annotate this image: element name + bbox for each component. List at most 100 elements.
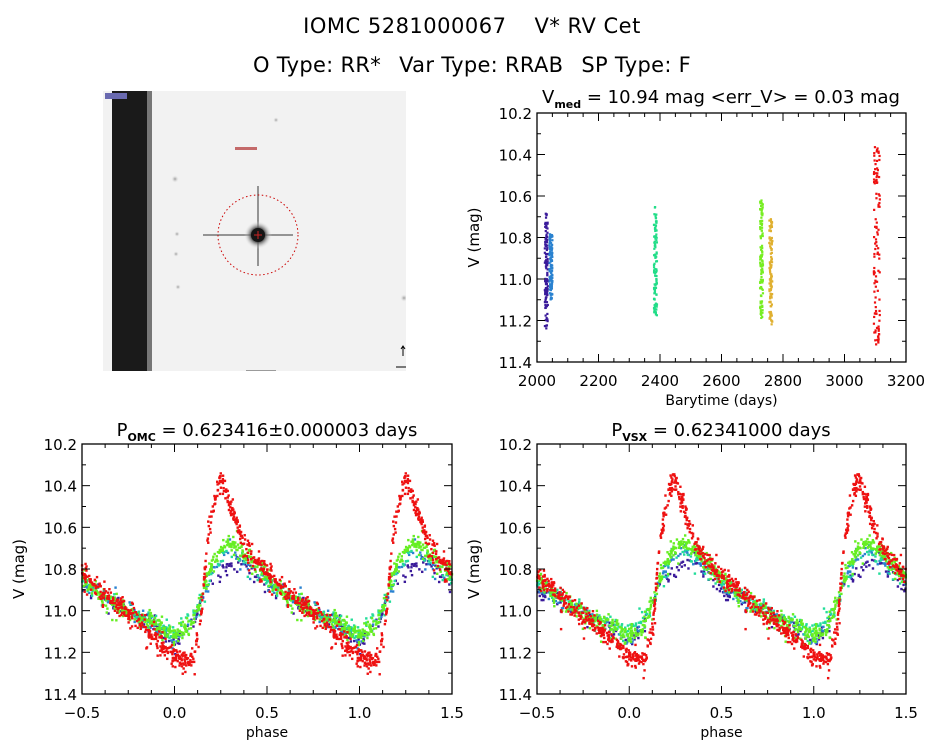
data-point <box>86 575 89 578</box>
data-point <box>609 637 612 640</box>
data-point <box>873 255 876 258</box>
data-point <box>620 637 623 640</box>
data-point <box>655 293 658 296</box>
data-point <box>356 626 360 629</box>
data-point <box>404 575 407 579</box>
data-point <box>761 278 764 281</box>
data-point <box>412 494 415 497</box>
data-point <box>97 597 101 600</box>
data-point <box>388 600 392 603</box>
data-point <box>371 661 375 665</box>
data-point <box>200 609 203 613</box>
data-point <box>654 224 658 227</box>
data-point <box>377 620 381 624</box>
data-point <box>311 608 315 612</box>
data-point <box>545 262 548 265</box>
data-point <box>235 516 238 519</box>
data-point <box>403 551 406 555</box>
data-point <box>670 567 673 570</box>
data-point <box>314 609 318 612</box>
data-point <box>887 568 891 571</box>
data-point <box>866 537 869 541</box>
data-point <box>353 639 356 643</box>
data-point <box>105 611 108 614</box>
data-point <box>306 609 309 612</box>
data-point <box>365 617 368 620</box>
data-point <box>403 580 407 584</box>
data-point <box>675 538 679 541</box>
data-point <box>862 540 865 544</box>
data-point <box>759 305 762 308</box>
data-point <box>276 583 279 586</box>
x-tick-label: 3000 <box>825 372 863 390</box>
data-point <box>870 558 874 562</box>
data-point <box>760 275 763 279</box>
data-point <box>653 595 657 599</box>
y-tick-label: 10.2 <box>44 436 77 454</box>
data-point <box>815 622 818 626</box>
data-point <box>225 549 228 553</box>
data-point <box>171 626 175 629</box>
data-point <box>816 624 820 628</box>
series-season-2 <box>652 206 659 317</box>
data-point <box>202 583 205 586</box>
data-point <box>192 614 195 617</box>
data-point <box>143 618 146 621</box>
data-point <box>142 623 146 626</box>
data-point <box>760 209 763 212</box>
data-point <box>637 629 641 633</box>
data-point <box>683 534 687 537</box>
data-point <box>375 620 378 623</box>
data-point <box>254 561 258 565</box>
data-point <box>223 546 227 549</box>
data-point <box>338 628 341 631</box>
data-point <box>334 642 337 645</box>
data-point <box>544 306 547 309</box>
data-point <box>599 640 603 643</box>
data-point <box>374 654 377 657</box>
data-point <box>872 541 876 544</box>
data-point <box>158 619 161 622</box>
data-point <box>686 551 689 555</box>
data-point <box>768 224 771 228</box>
data-point <box>160 647 163 650</box>
data-point <box>135 613 139 616</box>
data-point <box>154 623 158 626</box>
data-point <box>873 315 876 319</box>
data-point <box>763 603 766 606</box>
data-point <box>448 590 452 594</box>
data-point <box>581 627 585 631</box>
data-point <box>363 635 366 638</box>
data-point <box>564 598 567 602</box>
data-point <box>546 271 549 275</box>
data-point <box>381 612 384 615</box>
data-point <box>759 258 762 261</box>
data-point <box>653 591 656 594</box>
data-point <box>551 276 554 280</box>
data-point <box>276 588 280 591</box>
data-point <box>623 630 626 634</box>
data-point <box>770 305 773 308</box>
data-point <box>877 327 880 330</box>
data-point <box>835 600 839 603</box>
data-point <box>283 596 286 599</box>
data-point <box>209 566 213 569</box>
y-tick-label: 11.4 <box>44 686 77 704</box>
scale-label <box>246 370 276 371</box>
data-point <box>863 543 866 546</box>
data-point <box>84 567 88 570</box>
data-point <box>332 611 335 614</box>
data-point <box>548 253 551 257</box>
data-point <box>743 601 747 604</box>
data-point <box>288 591 291 595</box>
data-point <box>403 476 406 480</box>
data-point <box>286 603 290 607</box>
data-point <box>376 660 380 664</box>
data-point <box>799 628 803 631</box>
data-point <box>660 566 663 570</box>
data-point <box>877 175 881 179</box>
data-point <box>565 608 569 611</box>
data-point <box>872 235 876 239</box>
data-point <box>544 280 547 283</box>
data-point <box>603 616 606 620</box>
